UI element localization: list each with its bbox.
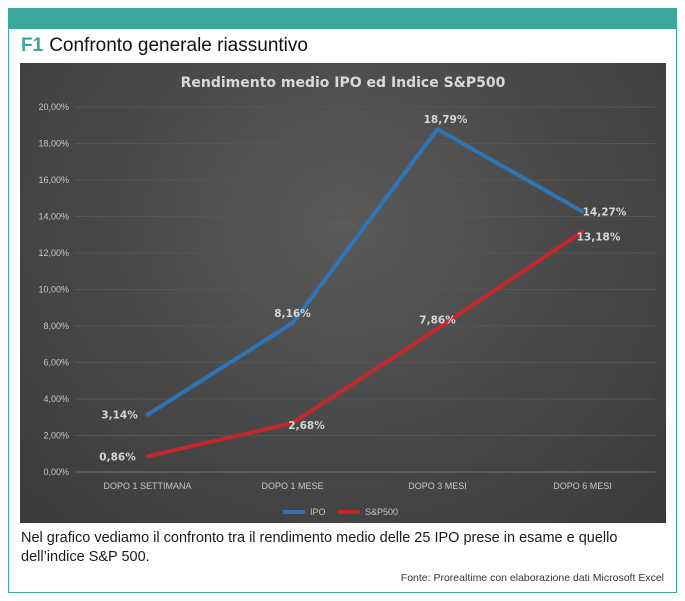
x-tick-label: DOPO 3 MESI [408,481,467,491]
legend-label-ipo: IPO [310,507,326,517]
data-label: 18,79% [424,114,468,126]
x-tick-label: DOPO 6 MESI [553,481,612,491]
y-tick-label: 20,00% [38,102,69,112]
series-line-ipo [145,127,585,417]
y-tick-label: 6,00% [43,358,69,368]
y-tick-label: 4,00% [43,394,69,404]
y-tick-label: 14,00% [38,212,69,222]
y-tick-label: 0,00% [43,467,69,477]
data-label: 3,14% [101,410,138,422]
data-label: 0,86% [99,451,136,463]
y-tick-label: 8,00% [43,321,69,331]
y-tick-label: 12,00% [38,248,69,258]
data-label: 8,16% [274,308,311,320]
figure-number: F1 [21,35,44,56]
figure-frame: F1 Confronto generale riassuntivo Rendime… [8,8,677,593]
legend-label-sp500: S&P500 [365,507,398,517]
x-tick-label: DOPO 1 MESE [261,481,323,491]
series-line-sp500 [145,229,585,459]
y-tick-label: 10,00% [38,285,69,295]
data-label: 7,86% [419,315,456,327]
data-label: 13,18% [577,231,621,243]
y-tick-label: 18,00% [38,139,69,149]
chart-container: Rendimento medio IPO ed Indice S&P500 0,0… [20,63,666,523]
chart-title: Rendimento medio IPO ed Indice S&P500 [181,75,506,91]
figure-caption: Nel grafico vediamo il confronto tra il … [21,530,618,565]
y-tick-label: 2,00% [43,431,69,441]
x-tick-label: DOPO 1 SETTIMANA [103,481,191,491]
figure-title: Confronto generale riassuntivo [49,35,308,56]
accent-bar [9,9,676,29]
y-tick-label: 16,00% [38,175,69,185]
source-note: Fonte: Prorealtime con elaborazione dati… [400,572,664,584]
data-label: 14,27% [583,207,627,219]
line-chart: Rendimento medio IPO ed Indice S&P500 0,0… [38,75,655,517]
data-label: 2,68% [288,420,325,432]
figure-heading: F1 Confronto generale riassuntivo [21,35,308,57]
